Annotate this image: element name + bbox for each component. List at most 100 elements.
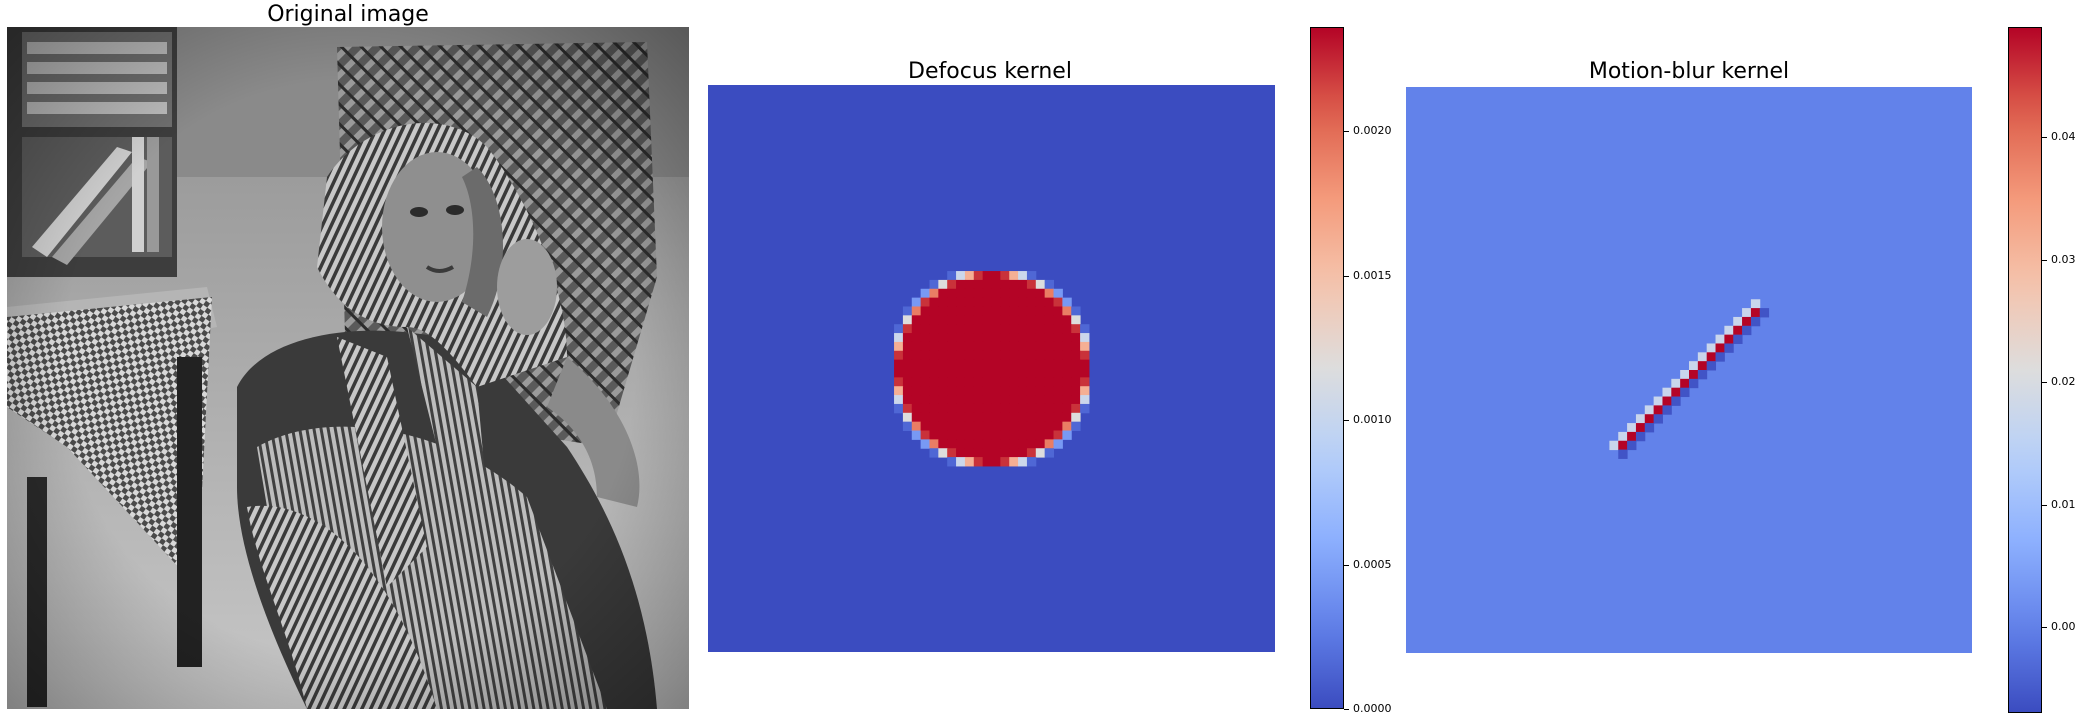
defocus-cell bbox=[1000, 297, 1010, 307]
motion-blur-cell bbox=[1697, 352, 1708, 362]
motion-blur-cell bbox=[1750, 308, 1761, 318]
defocus-cell bbox=[1035, 448, 1046, 458]
defocus-cell bbox=[964, 403, 975, 414]
defocus-cell bbox=[938, 448, 948, 458]
defocus-cell bbox=[929, 368, 939, 378]
defocus-cell bbox=[1035, 421, 1046, 432]
defocus-cell bbox=[1000, 448, 1010, 458]
defocus-cell bbox=[902, 306, 913, 316]
motion-blur-cell bbox=[1618, 440, 1628, 451]
defocus-cell bbox=[920, 412, 930, 423]
defocus-cell bbox=[1000, 359, 1010, 369]
defocus-cell bbox=[1044, 306, 1055, 316]
defocus-cell bbox=[1071, 350, 1081, 361]
defocus-cell bbox=[1071, 324, 1081, 334]
defocus-cell bbox=[1044, 279, 1055, 290]
defocus-cell bbox=[929, 333, 939, 343]
defocus-cell bbox=[1018, 324, 1028, 334]
defocus-cell bbox=[973, 279, 984, 290]
motion-blur-colorbar-ticks: 0.00 0.01 0.02 0.03 0.04 bbox=[2042, 27, 2090, 713]
defocus-cell bbox=[929, 288, 939, 299]
defocus-cell bbox=[956, 333, 966, 343]
defocus-cell bbox=[911, 306, 922, 316]
motion-blur-cell bbox=[1742, 325, 1752, 336]
defocus-cell bbox=[1009, 412, 1019, 423]
defocus-cell bbox=[1000, 324, 1010, 334]
defocus-cell bbox=[982, 448, 992, 458]
defocus-cell bbox=[964, 350, 975, 361]
defocus-cell bbox=[920, 350, 930, 361]
defocus-cell bbox=[1026, 439, 1037, 449]
defocus-cell bbox=[920, 306, 930, 316]
defocus-cell bbox=[1026, 315, 1037, 325]
defocus-cell bbox=[1009, 306, 1019, 316]
defocus-cell bbox=[1026, 359, 1037, 369]
defocus-cell bbox=[947, 279, 957, 290]
defocus-cell bbox=[902, 350, 913, 361]
defocus-colorbar-tick: 0.0005 bbox=[1344, 558, 1444, 571]
defocus-cell bbox=[1009, 395, 1019, 405]
defocus-colorbar-tick: 0.0015 bbox=[1344, 269, 1444, 282]
defocus-cell bbox=[911, 315, 922, 325]
motion-blur-cell bbox=[1697, 370, 1708, 380]
defocus-cell bbox=[973, 412, 984, 423]
defocus-cell bbox=[973, 377, 984, 387]
defocus-cell bbox=[1044, 368, 1055, 378]
defocus-cell bbox=[920, 288, 930, 299]
defocus-cell bbox=[911, 350, 922, 361]
defocus-cell bbox=[1000, 306, 1010, 316]
defocus-cell bbox=[964, 457, 975, 467]
defocus-cell bbox=[1000, 333, 1010, 343]
motion-blur-cell bbox=[1653, 414, 1663, 424]
defocus-cell bbox=[1035, 297, 1046, 307]
defocus-cell bbox=[1000, 368, 1010, 378]
defocus-cell bbox=[991, 315, 1001, 325]
motion-blur-cell bbox=[1671, 396, 1681, 406]
defocus-cell bbox=[1071, 377, 1081, 387]
defocus-cell bbox=[1009, 386, 1019, 396]
defocus-cell bbox=[1044, 412, 1055, 423]
defocus-cell bbox=[1044, 403, 1055, 414]
defocus-cell bbox=[1000, 279, 1010, 290]
defocus-cell bbox=[1053, 315, 1063, 325]
defocus-cell bbox=[1053, 430, 1063, 440]
defocus-cell bbox=[1009, 368, 1019, 378]
defocus-cell bbox=[982, 306, 992, 316]
defocus-cell bbox=[1018, 315, 1028, 325]
defocus-cell bbox=[973, 333, 984, 343]
defocus-cell bbox=[1080, 324, 1090, 334]
defocus-cell bbox=[1009, 430, 1019, 440]
defocus-cell bbox=[1062, 324, 1072, 334]
defocus-cell bbox=[947, 359, 957, 369]
defocus-cell bbox=[938, 306, 948, 316]
defocus-cell bbox=[1044, 288, 1055, 299]
defocus-cell bbox=[1000, 457, 1010, 467]
defocus-cell bbox=[956, 421, 966, 432]
defocus-cell bbox=[894, 359, 904, 369]
defocus-cell bbox=[1009, 421, 1019, 432]
defocus-cell bbox=[1071, 386, 1081, 396]
defocus-cell bbox=[929, 403, 939, 414]
defocus-cell bbox=[964, 279, 975, 290]
motion-blur-kernel-title: Motion-blur kernel bbox=[1588, 59, 1790, 84]
defocus-cell bbox=[938, 359, 948, 369]
motion-blur-kernel-cells bbox=[1406, 87, 1972, 653]
motion-blur-cell bbox=[1742, 308, 1752, 318]
defocus-cell bbox=[1035, 395, 1046, 405]
defocus-cell bbox=[1053, 324, 1063, 334]
motion-blur-cell bbox=[1706, 361, 1717, 371]
defocus-cell bbox=[920, 386, 930, 396]
defocus-cell bbox=[973, 359, 984, 369]
defocus-cell bbox=[902, 324, 913, 334]
defocus-cell bbox=[991, 359, 1001, 369]
defocus-cell bbox=[1053, 341, 1063, 352]
defocus-cell bbox=[1000, 386, 1010, 396]
defocus-cell bbox=[991, 324, 1001, 334]
defocus-cell bbox=[982, 421, 992, 432]
defocus-cell bbox=[1018, 297, 1028, 307]
defocus-cell bbox=[920, 341, 930, 352]
defocus-cell bbox=[911, 324, 922, 334]
defocus-cell bbox=[938, 350, 948, 361]
defocus-cell bbox=[947, 306, 957, 316]
original-image bbox=[7, 27, 689, 709]
